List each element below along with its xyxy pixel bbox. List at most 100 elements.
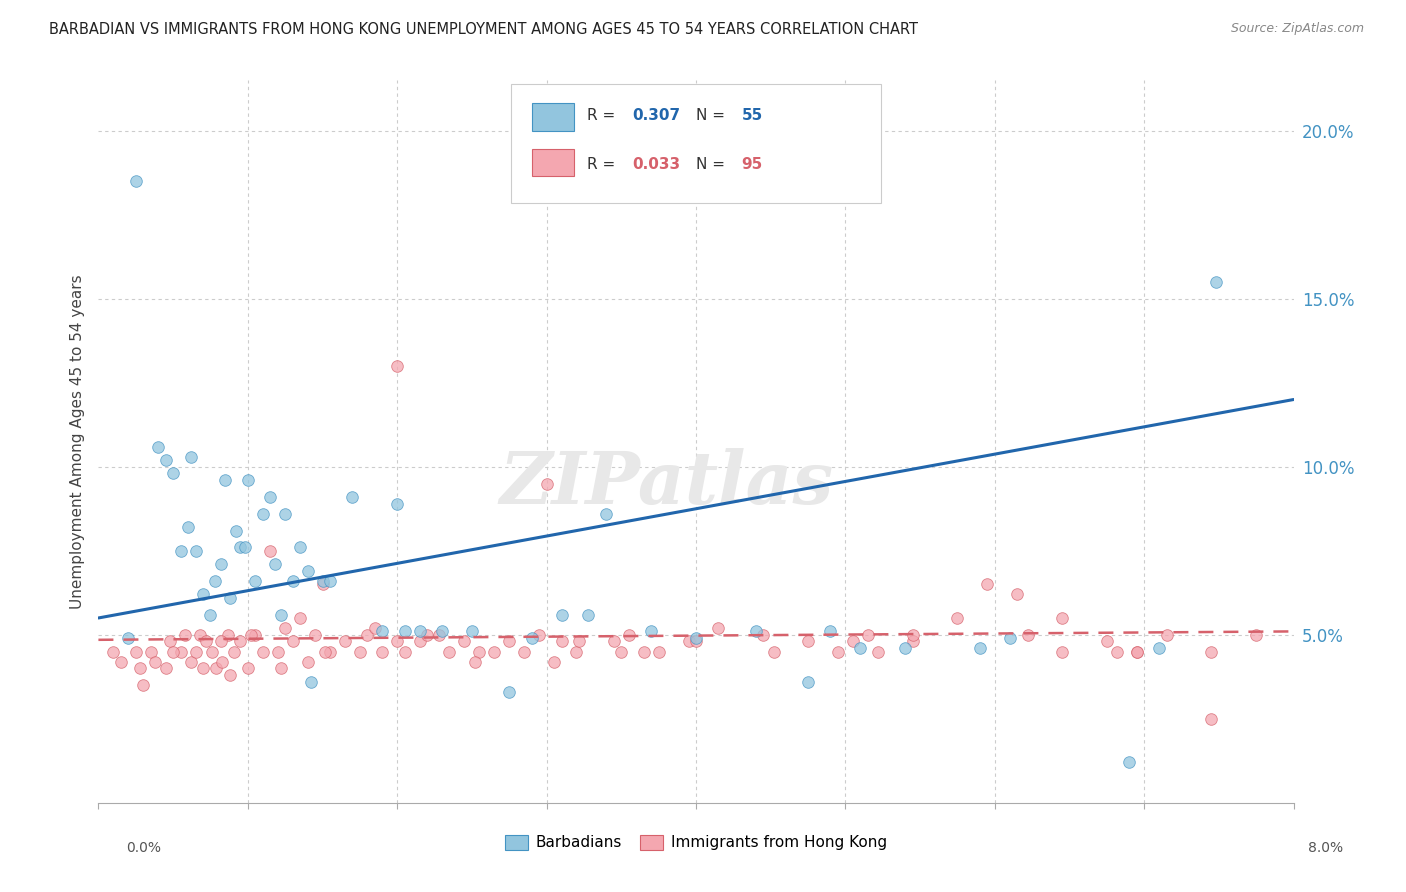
Text: ZIPatlas: ZIPatlas [499, 448, 834, 519]
FancyBboxPatch shape [510, 84, 882, 203]
Point [184, 644, 207, 658]
Point [159, 634, 181, 648]
Point [252, 507, 274, 521]
Point [125, 644, 148, 658]
Point [976, 577, 998, 591]
Point [498, 685, 520, 699]
Point [132, 678, 155, 692]
Point [356, 628, 378, 642]
Point [1095, 634, 1118, 648]
Point [762, 644, 785, 658]
Point [225, 524, 247, 538]
Point [217, 628, 239, 642]
Point [117, 631, 139, 645]
FancyBboxPatch shape [533, 103, 574, 131]
Point [110, 655, 132, 669]
Point [1050, 644, 1073, 658]
Point [184, 543, 207, 558]
Point [129, 661, 152, 675]
Point [333, 634, 356, 648]
Point [252, 644, 274, 658]
Point [1125, 644, 1147, 658]
Point [267, 644, 290, 658]
Text: 0.0%: 0.0% [127, 841, 162, 855]
Point [797, 634, 820, 648]
Point [901, 628, 924, 642]
Point [520, 631, 543, 645]
Text: BARBADIAN VS IMMIGRANTS FROM HONG KONG UNEMPLOYMENT AMONG AGES 45 TO 54 YEARS CO: BARBADIAN VS IMMIGRANTS FROM HONG KONG U… [49, 22, 918, 37]
Point [209, 558, 232, 572]
Point [901, 634, 924, 648]
Point [281, 574, 304, 588]
Point [633, 644, 655, 658]
Point [647, 644, 669, 658]
Point [236, 661, 259, 675]
Point [894, 641, 917, 656]
Point [797, 674, 820, 689]
Point [364, 621, 387, 635]
Point [416, 628, 439, 642]
Point [498, 634, 520, 648]
Point [177, 520, 200, 534]
Point [239, 628, 262, 642]
Point [394, 624, 416, 639]
Point [233, 541, 256, 555]
Point [427, 628, 450, 642]
Point [464, 655, 486, 669]
Point [385, 634, 409, 648]
Point [565, 644, 588, 658]
Text: N =: N = [696, 108, 730, 123]
Point [513, 644, 536, 658]
Point [536, 476, 558, 491]
Point [998, 631, 1021, 645]
Point [408, 624, 430, 639]
Point [1205, 275, 1227, 289]
Point [143, 655, 166, 669]
Text: 55: 55 [741, 108, 762, 123]
Point [200, 607, 222, 622]
Point [1005, 587, 1028, 601]
Point [617, 628, 640, 642]
Point [1050, 611, 1073, 625]
Point [263, 558, 285, 572]
Point [371, 624, 394, 639]
Point [578, 607, 600, 622]
Point [568, 634, 591, 648]
Point [304, 628, 326, 642]
Point [707, 621, 730, 635]
Point [550, 607, 572, 622]
Point [820, 624, 842, 639]
Point [856, 628, 879, 642]
Point [139, 644, 162, 658]
Point [468, 644, 491, 658]
Text: 0.307: 0.307 [633, 108, 681, 123]
Point [319, 574, 342, 588]
Text: R =: R = [588, 108, 620, 123]
Point [640, 624, 662, 639]
Point [259, 543, 281, 558]
Point [969, 641, 991, 656]
Point [236, 473, 259, 487]
Legend: Barbadians, Immigrants from Hong Kong: Barbadians, Immigrants from Hong Kong [499, 829, 893, 856]
Point [297, 564, 319, 578]
Point [678, 634, 700, 648]
Point [299, 674, 322, 689]
Point [453, 634, 475, 648]
Point [439, 644, 461, 658]
Point [219, 668, 242, 682]
Point [849, 641, 872, 656]
Point [1156, 628, 1178, 642]
Point [180, 450, 202, 464]
Point [191, 661, 214, 675]
Point [868, 644, 890, 658]
Point [297, 655, 319, 669]
Point [245, 574, 267, 588]
Point [946, 611, 969, 625]
Point [1125, 644, 1147, 658]
Point [288, 541, 311, 555]
Point [125, 174, 148, 188]
Text: 95: 95 [741, 157, 762, 172]
Point [527, 628, 550, 642]
Point [311, 577, 333, 591]
Text: Source: ZipAtlas.com: Source: ZipAtlas.com [1230, 22, 1364, 36]
